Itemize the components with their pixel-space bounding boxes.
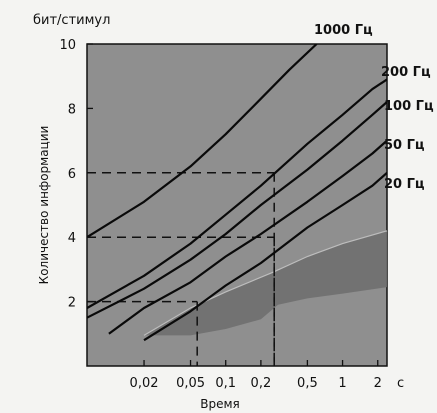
x-tick-label-2: 0,1 [215, 376, 236, 391]
series-label-2: 100 Гц [384, 99, 434, 114]
x-tick-label-3: 0,2 [251, 376, 272, 391]
series-label-0: 1000 Гц [314, 23, 373, 38]
series-line-0 [87, 44, 318, 239]
y-tick-label-3: 8 [68, 102, 76, 117]
y-tick-label-2: 6 [68, 167, 76, 182]
series-line-3 [108, 139, 387, 335]
shaded-region [144, 230, 387, 336]
x-axis-unit: с [397, 376, 404, 391]
series-label-1: 200 Гц [381, 65, 431, 80]
series-line-4 [143, 171, 387, 342]
y-tick-label-0: 2 [68, 296, 76, 311]
series-line-2 [87, 101, 387, 319]
x-tick-label-5: 1 [338, 376, 346, 391]
shaded-region-edge [143, 230, 388, 336]
x-tick-label-6: 2 [374, 376, 382, 391]
x-tick-label-4: 0,5 [297, 376, 318, 391]
x-tick-label-1: 0,05 [176, 376, 205, 391]
y-axis-title: Количество информации [37, 126, 51, 285]
y-tick-label-4: 10 [59, 38, 76, 53]
series-label-3: 50 Гц [384, 138, 425, 153]
series-label-4: 20 Гц [384, 177, 425, 192]
y-axis-unit: бит/стимул [33, 13, 110, 28]
series-line-1 [87, 78, 387, 309]
x-axis-title: Время [200, 397, 240, 411]
x-tick-label-0: 0,02 [130, 376, 159, 391]
y-tick-label-1: 4 [68, 231, 76, 246]
